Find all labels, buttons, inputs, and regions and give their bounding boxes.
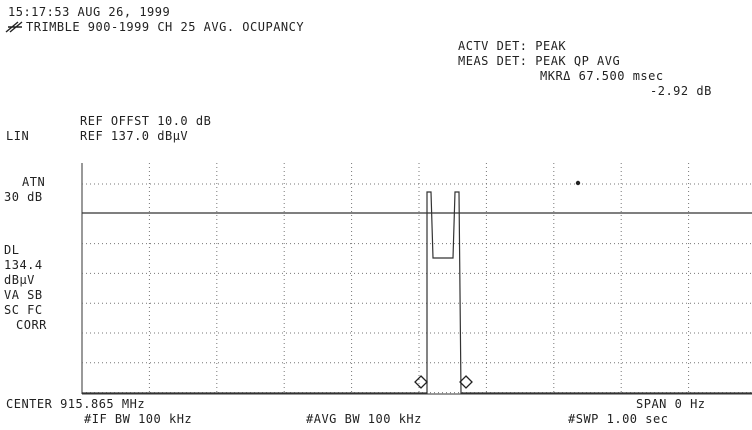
dl-value: 134.4 <box>4 258 43 272</box>
span: SPAN 0 Hz <box>636 397 706 411</box>
graticule <box>81 163 752 395</box>
trace <box>82 191 752 394</box>
center: CENTER 915.865 MHz <box>6 397 145 411</box>
meas-det: MEAS DET: PEAK QP AVG <box>458 54 620 68</box>
logo <box>5 21 23 33</box>
marker: MKRΔ 67.500 msec <box>540 69 664 83</box>
ref-offset: REF OFFST 10.0 dB <box>80 114 211 128</box>
dl-unit: dBμV <box>4 273 35 287</box>
dl: DL <box>4 243 19 257</box>
actv-det: ACTV DET: PEAK <box>458 39 566 53</box>
marker-star <box>575 180 581 186</box>
corr: CORR <box>16 318 47 332</box>
marker-diamond <box>414 375 428 389</box>
swp: #SWP 1.00 sec <box>568 412 668 426</box>
atn: ATN <box>22 175 45 189</box>
marker-diamond <box>459 375 473 389</box>
scale: LIN <box>6 129 29 143</box>
timestamp: 15:17:53 AUG 26, 1999 <box>8 5 170 19</box>
ref-level: REF 137.0 dBμV <box>80 129 188 143</box>
marker-level: -2.92 dB <box>650 84 712 98</box>
atn-value: 30 dB <box>4 190 43 204</box>
va: VA SB <box>4 288 43 302</box>
avg-bw: #AVG BW 100 kHz <box>306 412 422 426</box>
title: TRIMBLE 900-1999 CH 25 AVG. OCUPANCY <box>26 20 304 34</box>
if-bw: #IF BW 100 kHz <box>84 412 192 426</box>
sc: SC FC <box>4 303 43 317</box>
